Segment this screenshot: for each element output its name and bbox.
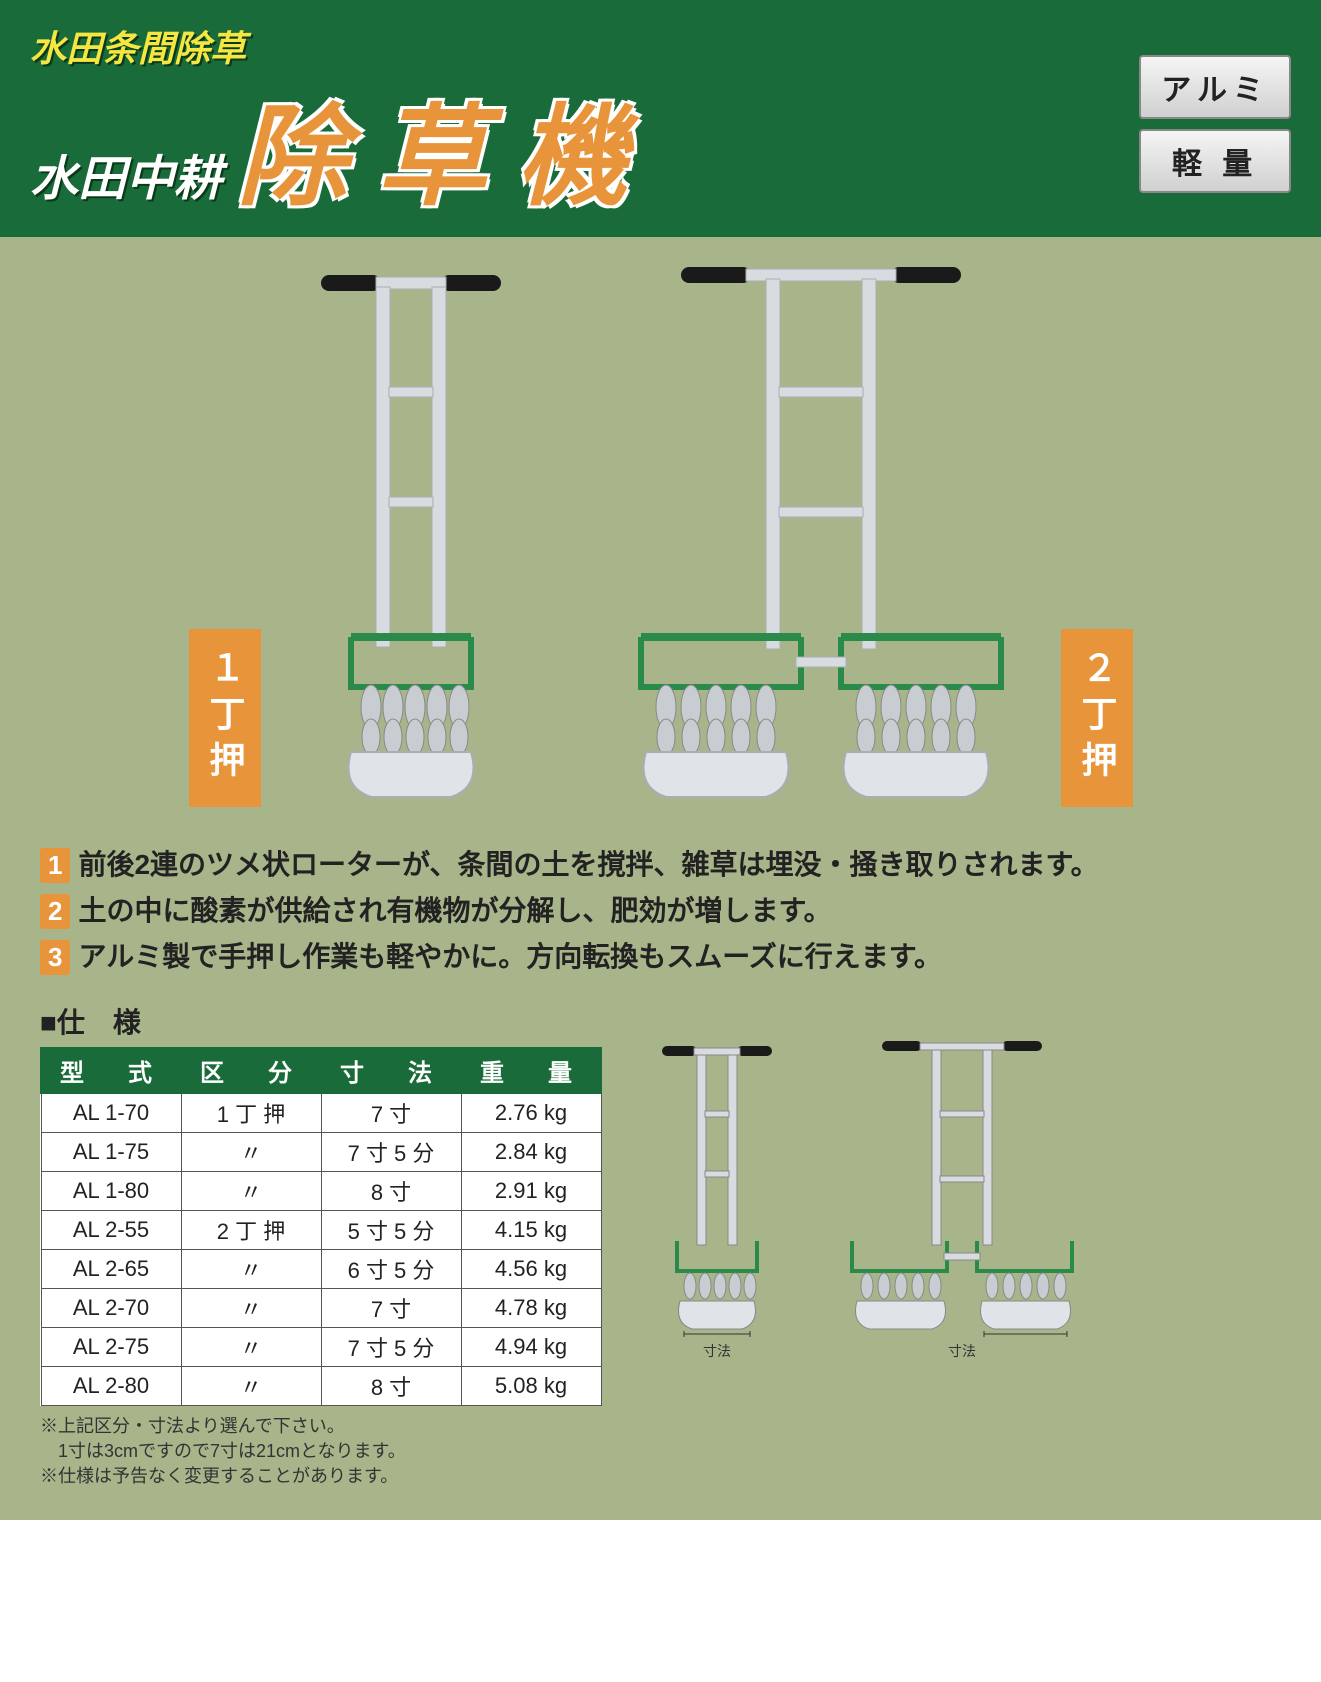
feature-text-3: アルミ製で手押し作業も軽やかに。方向転換もスムーズに行えます。 <box>78 935 942 975</box>
main-title: 除草機 <box>237 67 657 227</box>
spec-title: ■仕 様 <box>40 1001 602 1041</box>
spec-table: 型 式区 分寸 法重 量 AL 1-701 丁 押7 寸2.76 kgAL 1-… <box>40 1047 602 1406</box>
table-cell: 2.91 kg <box>461 1172 601 1211</box>
dim-label-2: 寸法 <box>832 1341 1092 1361</box>
header-titles: 水田条間除草 水田中耕 除草機 <box>30 20 1119 227</box>
spec-diagrams: 寸法 <box>642 1001 1092 1361</box>
table-cell: AL 2-80 <box>41 1367 181 1406</box>
hero-section: １丁押 <box>0 237 1321 827</box>
table-cell: AL 1-70 <box>41 1093 181 1133</box>
feature-1: 1 前後2連のツメ状ローターが、条間の土を撹拌、雑草は埋没・掻き取りされます。 <box>40 843 1281 883</box>
table-cell: AL 1-80 <box>41 1172 181 1211</box>
table-cell: AL 1-75 <box>41 1133 181 1172</box>
dim-label-1: 寸法 <box>642 1341 792 1361</box>
table-cell: 4.94 kg <box>461 1328 601 1367</box>
diagram-single-icon <box>642 1041 792 1341</box>
spec-col-header: 区 分 <box>181 1048 321 1093</box>
table-row: AL 2-80〃8 寸5.08 kg <box>41 1367 601 1406</box>
product-single: １丁押 <box>189 267 541 807</box>
table-row: AL 1-80〃8 寸2.91 kg <box>41 1172 601 1211</box>
badge-lightweight: 軽 量 <box>1139 129 1291 193</box>
table-cell: 7 寸 5 分 <box>321 1328 461 1367</box>
subtitle-top: 水田条間除草 <box>30 20 1119 72</box>
table-cell: 4.15 kg <box>461 1211 601 1250</box>
weeder-double-icon <box>601 267 1041 807</box>
table-cell: AL 2-65 <box>41 1250 181 1289</box>
table-cell: 4.78 kg <box>461 1289 601 1328</box>
table-cell: AL 2-70 <box>41 1289 181 1328</box>
weeder-single-icon <box>281 267 541 807</box>
table-cell: 6 寸 5 分 <box>321 1250 461 1289</box>
table-row: AL 2-70〃7 寸4.78 kg <box>41 1289 601 1328</box>
feature-num-3: 3 <box>40 940 70 975</box>
table-row: AL 1-75〃7 寸 5 分2.84 kg <box>41 1133 601 1172</box>
table-cell: 4.56 kg <box>461 1250 601 1289</box>
table-row: AL 1-701 丁 押7 寸2.76 kg <box>41 1093 601 1133</box>
spec-col-header: 寸 法 <box>321 1048 461 1093</box>
spec-note-1: ※上記区分・寸法より選んで下さい。 <box>40 1414 602 1439</box>
table-cell: 〃 <box>181 1250 321 1289</box>
spec-col-header: 型 式 <box>41 1048 181 1093</box>
spec-section: ■仕 様 型 式区 分寸 法重 量 AL 1-701 丁 押7 寸2.76 kg… <box>0 1001 1321 1520</box>
spec-notes: ※上記区分・寸法より選んで下さい。 1寸は3cmですので7寸は21cmとなります… <box>40 1414 602 1490</box>
table-cell: AL 2-75 <box>41 1328 181 1367</box>
feature-text-2: 土の中に酸素が供給され有機物が分解し、肥効が増します。 <box>78 889 831 929</box>
table-row: AL 2-65〃6 寸 5 分4.56 kg <box>41 1250 601 1289</box>
features: 1 前後2連のツメ状ローターが、条間の土を撹拌、雑草は埋没・掻き取りされます。 … <box>0 827 1321 1001</box>
feature-num-2: 2 <box>40 894 70 929</box>
spec-note-3: ※仕様は予告なく変更することがあります。 <box>40 1464 602 1489</box>
table-cell: 〃 <box>181 1172 321 1211</box>
diagram-double-icon <box>832 1041 1092 1341</box>
table-cell: 〃 <box>181 1328 321 1367</box>
feature-num-1: 1 <box>40 848 70 883</box>
table-cell: 5 寸 5 分 <box>321 1211 461 1250</box>
subtitle-main: 水田中耕 <box>30 139 222 209</box>
feature-text-1: 前後2連のツメ状ローターが、条間の土を撹拌、雑草は埋没・掻き取りされます。 <box>78 843 1098 883</box>
table-cell: 7 寸 <box>321 1289 461 1328</box>
table-cell: 7 寸 <box>321 1093 461 1133</box>
table-cell: 2 丁 押 <box>181 1211 321 1250</box>
table-cell: 2.76 kg <box>461 1093 601 1133</box>
table-cell: 5.08 kg <box>461 1367 601 1406</box>
table-row: AL 2-75〃7 寸 5 分4.94 kg <box>41 1328 601 1367</box>
table-cell: 〃 <box>181 1367 321 1406</box>
table-cell: 8 寸 <box>321 1367 461 1406</box>
spec-note-2: 1寸は3cmですので7寸は21cmとなります。 <box>40 1439 602 1464</box>
feature-2: 2 土の中に酸素が供給され有機物が分解し、肥効が増します。 <box>40 889 1281 929</box>
table-cell: 〃 <box>181 1289 321 1328</box>
table-cell: 8 寸 <box>321 1172 461 1211</box>
label-1cho: １丁押 <box>189 629 261 807</box>
label-2cho: ２丁押 <box>1061 629 1133 807</box>
table-cell: 7 寸 5 分 <box>321 1133 461 1172</box>
feature-3: 3 アルミ製で手押し作業も軽やかに。方向転換もスムーズに行えます。 <box>40 935 1281 975</box>
table-cell: 2.84 kg <box>461 1133 601 1172</box>
header: 水田条間除草 水田中耕 除草機 アルミ 軽 量 <box>0 0 1321 237</box>
badge-group: アルミ 軽 量 <box>1139 55 1291 193</box>
table-cell: AL 2-55 <box>41 1211 181 1250</box>
badge-aluminum: アルミ <box>1139 55 1291 119</box>
table-cell: 〃 <box>181 1133 321 1172</box>
table-cell: 1 丁 押 <box>181 1093 321 1133</box>
product-double: ２丁押 <box>601 267 1133 807</box>
spec-col-header: 重 量 <box>461 1048 601 1093</box>
table-row: AL 2-552 丁 押5 寸 5 分4.15 kg <box>41 1211 601 1250</box>
